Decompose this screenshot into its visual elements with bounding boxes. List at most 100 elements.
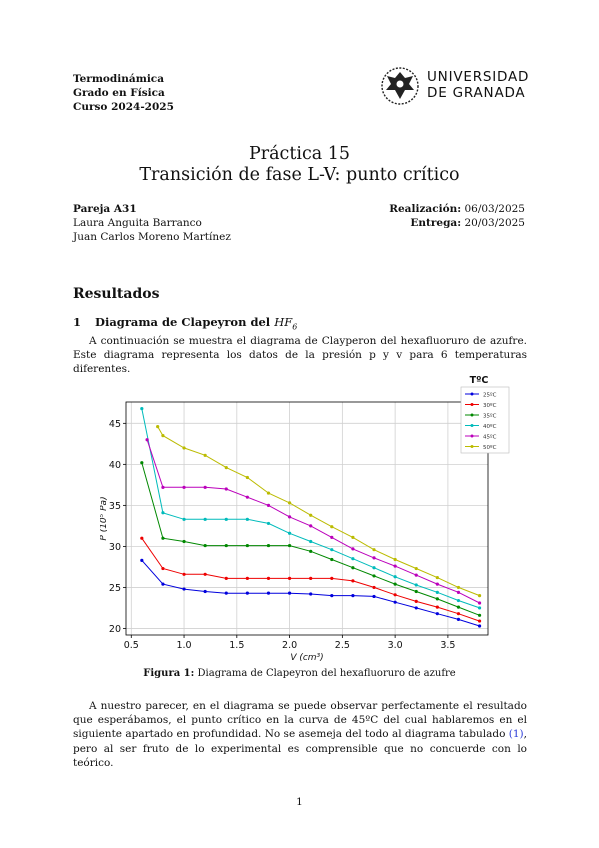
plot-frame [125, 401, 489, 636]
legend-entry: 40ºC [483, 423, 497, 430]
x-tick-label: 2.5 [335, 640, 350, 651]
data-point [161, 582, 165, 586]
legend-entry: 45ºC [483, 434, 497, 441]
data-point [140, 558, 144, 562]
x-tick-label: 1.5 [229, 640, 244, 651]
data-point [245, 517, 249, 521]
data-point [203, 572, 207, 576]
data-point [372, 548, 376, 552]
data-point [203, 543, 207, 548]
data-point [435, 582, 439, 586]
data-point [477, 619, 482, 623]
data-point [414, 566, 418, 571]
course-name: Termodinámica [73, 73, 164, 85]
data-point [435, 597, 439, 601]
data-point [456, 585, 461, 590]
legend-marker [470, 403, 474, 406]
data-point [161, 511, 165, 515]
data-point [330, 576, 334, 580]
data-point [140, 461, 144, 465]
legend-marker [470, 424, 474, 427]
section-heading: 1 Diagrama de Clapeyron del HF6 [73, 315, 297, 331]
data-point [156, 425, 160, 429]
degree-name: Grado en Física [73, 87, 165, 99]
results-heading: Resultados [73, 286, 160, 302]
data-point [456, 598, 461, 603]
data-point [203, 485, 207, 489]
data-point [456, 605, 461, 609]
pair-label: Pareja A31 [73, 203, 137, 215]
data-point [351, 594, 355, 598]
data-point [182, 485, 186, 489]
data-point [161, 434, 165, 438]
data-point [145, 438, 149, 442]
data-point [414, 589, 418, 594]
data-point [393, 600, 397, 604]
data-point [287, 591, 292, 595]
data-point [309, 549, 313, 553]
legend-marker [470, 392, 474, 396]
data-point [330, 535, 334, 539]
caption-label: Figura 1: [143, 668, 195, 679]
realizacion-date: 06/03/2025 [464, 203, 525, 215]
y-tick-label: 25 [109, 583, 121, 594]
data-point [266, 576, 271, 580]
author-name: Juan Carlos Moreno Martínez [73, 231, 231, 243]
data-point [435, 605, 439, 609]
data-point [161, 566, 165, 571]
data-point [309, 513, 313, 517]
reference-link[interactable]: (1) [508, 728, 524, 741]
data-point [330, 594, 334, 598]
data-point [414, 606, 418, 610]
data-point [266, 491, 271, 495]
data-point [287, 501, 292, 505]
data-point [309, 592, 313, 596]
y-tick-label: 30 [109, 542, 121, 553]
data-point [393, 582, 397, 586]
author-name: Laura Anguita Barranco [73, 217, 202, 229]
data-point [477, 594, 482, 598]
y-tick-label: 40 [109, 460, 121, 471]
legend-marker [470, 434, 474, 438]
legend-entry: 25ºC [483, 392, 497, 399]
data-point [393, 575, 397, 579]
data-point [414, 573, 418, 577]
data-point [140, 406, 144, 411]
data-point [245, 543, 249, 548]
data-point [414, 599, 418, 603]
section-formula: HF6 [274, 315, 298, 332]
data-point [182, 539, 186, 544]
data-point [287, 531, 292, 535]
data-point [224, 591, 228, 595]
data-point [245, 576, 249, 580]
legend-marker [470, 445, 474, 448]
entrega-date: 20/03/2025 [464, 217, 525, 229]
data-point [351, 566, 355, 570]
data-point [182, 446, 186, 450]
data-point [266, 521, 271, 526]
y-axis-label: P (10⁵ Pa) [100, 496, 109, 540]
legend-title: TºC [470, 375, 489, 386]
realizacion-label: Realización: [389, 203, 462, 215]
data-point [351, 535, 355, 539]
data-point [309, 576, 313, 580]
data-point [477, 613, 482, 617]
data-point [393, 564, 397, 568]
legend-marker [470, 413, 474, 417]
data-point [372, 585, 376, 590]
data-point [372, 574, 376, 578]
data-point [182, 572, 186, 576]
data-point [266, 503, 271, 507]
data-point [372, 566, 376, 570]
data-point [203, 589, 207, 594]
data-point [477, 606, 482, 610]
data-point [456, 590, 461, 594]
practice-number: Práctica 15 [248, 144, 351, 164]
data-point [372, 594, 376, 599]
data-point [456, 612, 461, 616]
data-point [477, 624, 482, 628]
x-tick-label: 1.0 [176, 640, 191, 651]
university-logo: UNIVERSIDAD DE GRANADA [380, 66, 530, 106]
course-info: Termodinámica Grado en Física Curso 2024… [73, 72, 174, 114]
series-line [157, 426, 480, 597]
